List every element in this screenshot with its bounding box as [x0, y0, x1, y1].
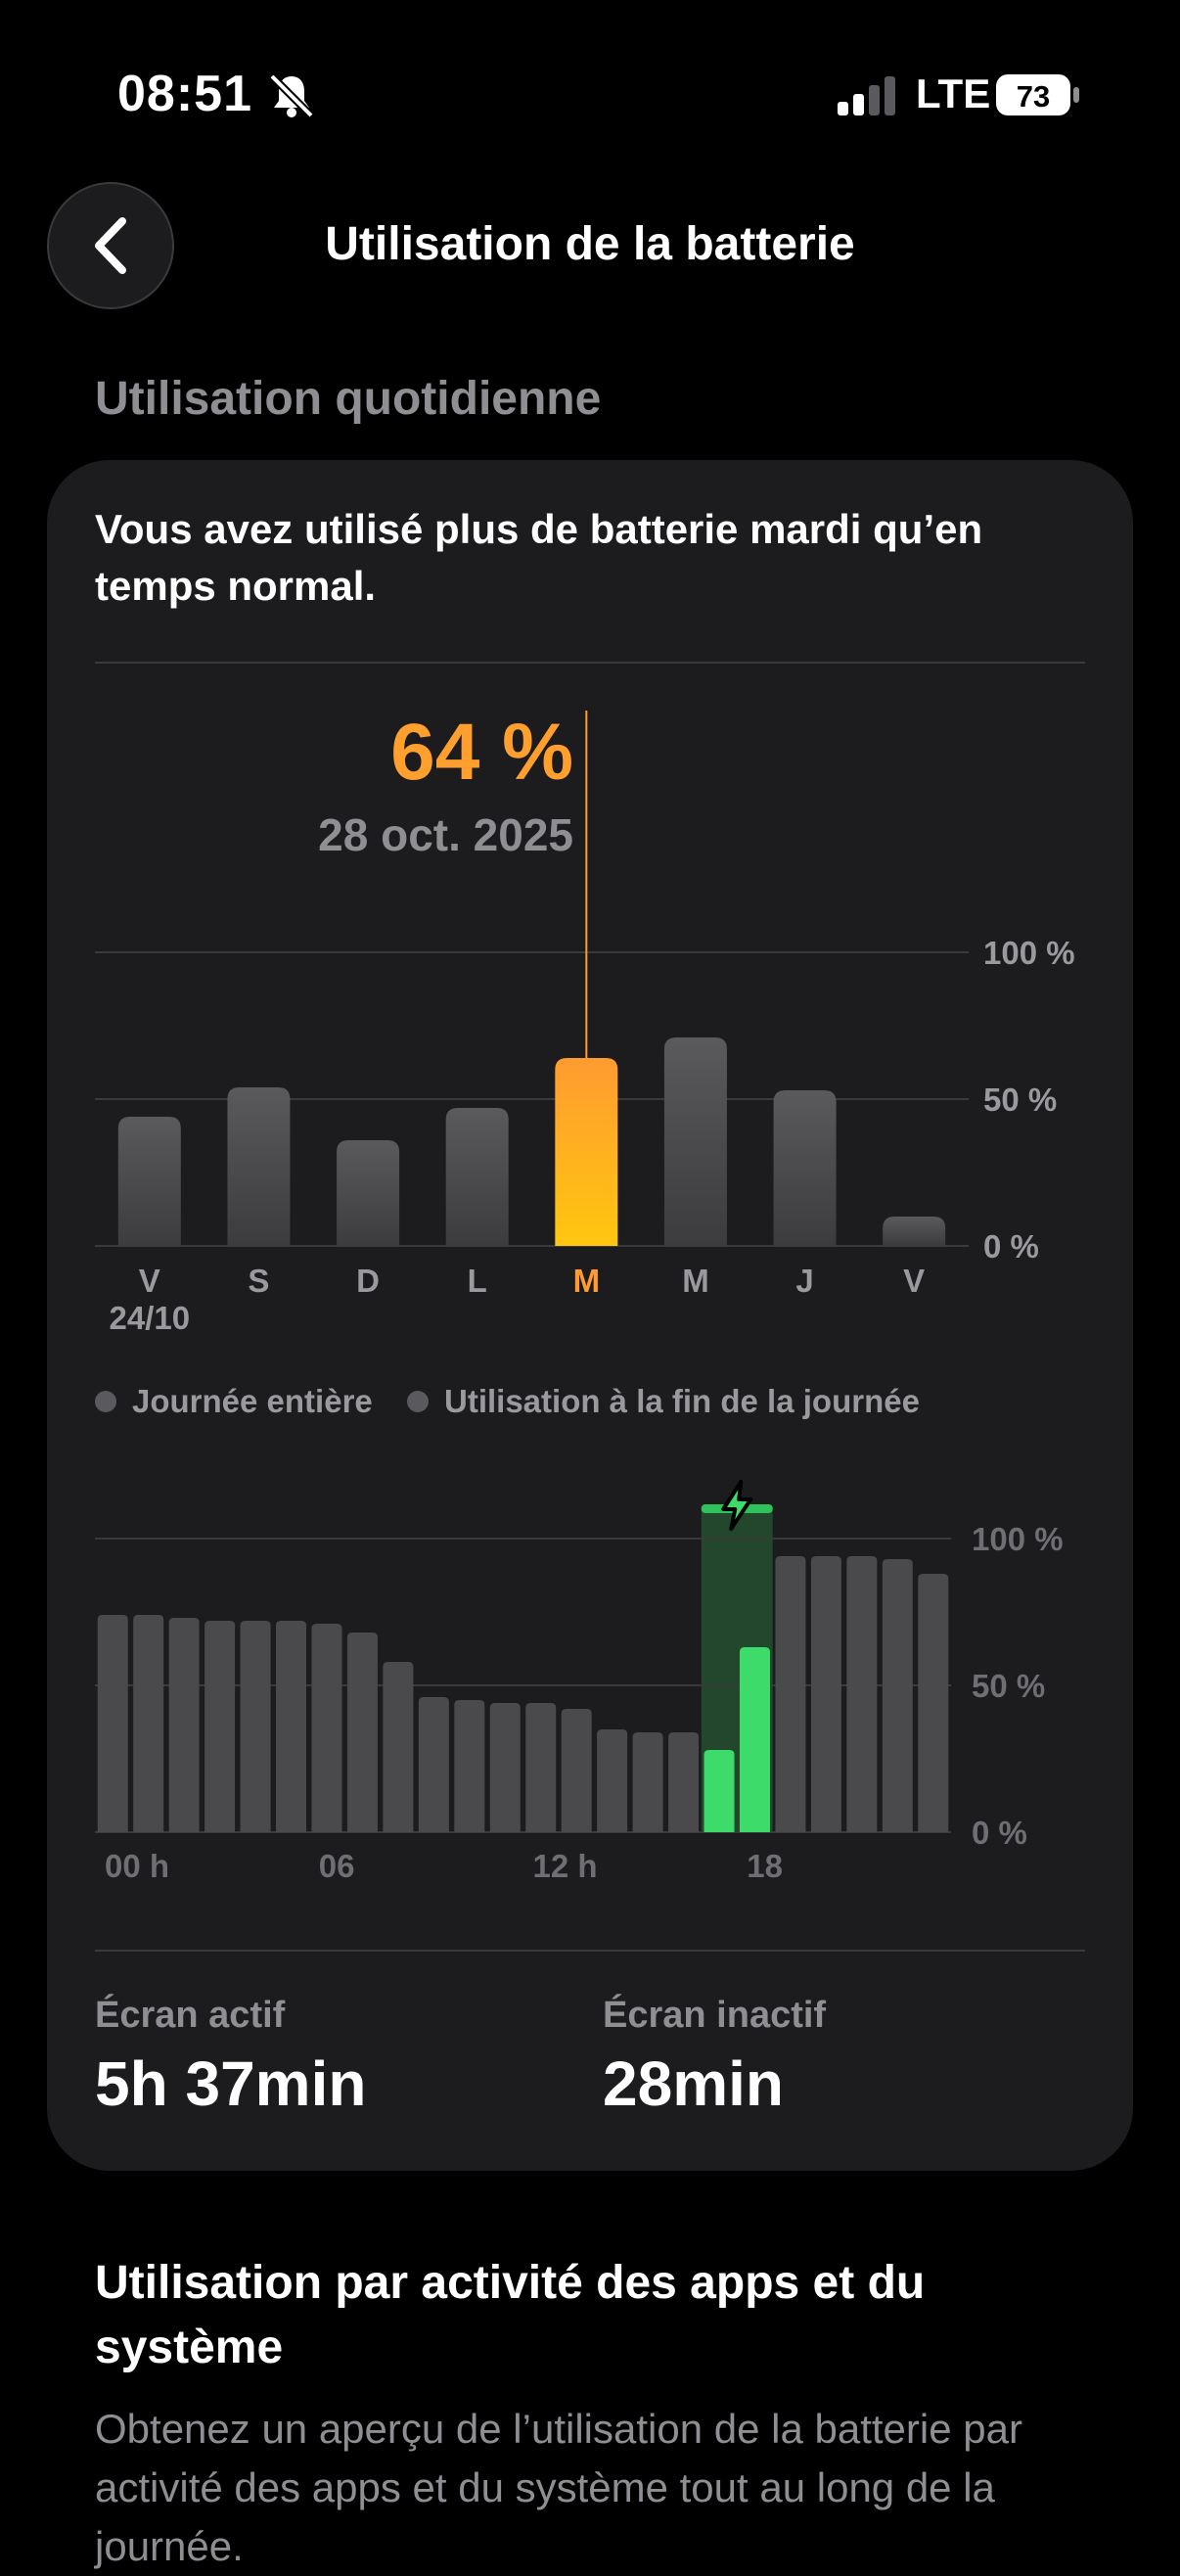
y-tick-label: 0 % [983, 1228, 1039, 1265]
screen-inactive-value: 28min [603, 2048, 784, 2119]
hourly-bar [846, 1556, 878, 1832]
x-tick-label: J [795, 1263, 813, 1299]
divider [95, 1950, 1085, 1952]
x-tick-label: M [573, 1263, 601, 1299]
cellular-signal-icon [838, 76, 895, 115]
hourly-bar [311, 1624, 342, 1832]
hourly-bar [632, 1732, 663, 1832]
x-tick-label: L [468, 1263, 487, 1299]
x-tick-label: 06 [319, 1848, 355, 1884]
legend-item-full-day: Journée entière [95, 1383, 373, 1420]
legend-item-end-of-day: Utilisation à la fin de la journée [407, 1383, 920, 1420]
y-tick-label: 100 % [972, 1521, 1064, 1557]
daily-bar [883, 1217, 946, 1246]
y-tick-label: 50 % [983, 1081, 1057, 1118]
status-time: 08:51 [117, 66, 252, 122]
hourly-bar [810, 1556, 841, 1832]
y-tick-label: 0 % [972, 1815, 1027, 1851]
daily-bar [337, 1140, 400, 1246]
usage-headline: Vous avez utilisé plus de batterie mardi… [95, 506, 983, 609]
x-tick-label: M [682, 1263, 709, 1299]
divider [95, 662, 1085, 664]
chevron-left-icon [95, 217, 126, 274]
hourly-bar [168, 1618, 200, 1832]
daily-bar-selected [555, 1058, 618, 1246]
charging-bolt-icon [721, 1480, 753, 1531]
hourly-bar [918, 1574, 949, 1832]
section-label-daily: Utilisation quotidienne [95, 373, 602, 425]
daily-bar [445, 1108, 509, 1246]
screen-active-label: Écran actif [95, 1995, 286, 2036]
back-button[interactable] [47, 182, 174, 309]
activity-section-title: Utilisation par activité des apps et du … [95, 2257, 926, 2373]
daily-bar [663, 1037, 727, 1246]
hourly-bar [454, 1700, 485, 1832]
page-title: Utilisation de la batterie [325, 218, 855, 270]
hourly-bar [525, 1703, 557, 1832]
hourly-bar [597, 1729, 628, 1832]
battery-icon: 73 [996, 74, 1079, 115]
x-tick-sublabel: 24/10 [110, 1300, 191, 1336]
selected-day-date: 28 oct. 2025 [318, 809, 573, 860]
legend-label: Utilisation à la fin de la journée [444, 1383, 920, 1419]
hourly-bar [668, 1732, 700, 1832]
daily-bar [117, 1117, 181, 1246]
screen-active-value: 5h 37min [95, 2048, 367, 2119]
hourly-bar [882, 1559, 913, 1832]
daily-bar [773, 1090, 837, 1246]
selected-day-percentage: 64 % [390, 708, 573, 797]
hourly-battery-chart[interactable]: 100 % 50 % 0 % 00 h 06 12 h 18 [0, 0, 1180, 1909]
x-tick-label: 12 h [533, 1848, 598, 1884]
hourly-bar [489, 1703, 521, 1832]
x-tick-label: 18 [747, 1848, 783, 1884]
x-tick-label: V [139, 1263, 160, 1299]
daily-bar [227, 1087, 291, 1246]
legend-dot [95, 1391, 116, 1412]
x-tick-label: V [903, 1263, 925, 1299]
hourly-bar [240, 1621, 271, 1832]
x-tick-label: 00 h [105, 1848, 169, 1884]
hourly-bar [561, 1709, 592, 1832]
legend-dot [407, 1391, 429, 1412]
hourly-bar-charging [703, 1750, 735, 1832]
legend-label: Journée entière [132, 1383, 373, 1419]
x-tick-label: D [356, 1263, 380, 1299]
bolt-shape [721, 1480, 753, 1531]
y-tick-label: 50 % [972, 1668, 1045, 1704]
hourly-bar-charging [739, 1647, 770, 1832]
y-tick-label: 100 % [983, 935, 1075, 971]
hourly-bar [97, 1615, 128, 1832]
hourly-bar [383, 1662, 414, 1832]
hourly-bar [204, 1621, 236, 1832]
hourly-bar [133, 1615, 164, 1832]
hourly-bar [775, 1556, 806, 1832]
hourly-bar [418, 1697, 449, 1832]
hourly-bar [276, 1621, 307, 1832]
hourly-bar [346, 1633, 378, 1832]
activity-section-description: Obtenez un aperçu de l’utilisation de la… [95, 2406, 1022, 2569]
silent-mode-icon [269, 73, 314, 118]
daily-usage-card [47, 460, 1133, 2171]
network-type: LTE [916, 70, 991, 116]
daily-usage-chart[interactable]: 100 %50 %0 %V24/10S D L M M J V [0, 0, 1180, 1351]
x-tick-label: S [248, 1263, 269, 1299]
battery-level: 73 [1017, 79, 1050, 114]
screen-inactive-label: Écran inactif [603, 1995, 827, 2036]
